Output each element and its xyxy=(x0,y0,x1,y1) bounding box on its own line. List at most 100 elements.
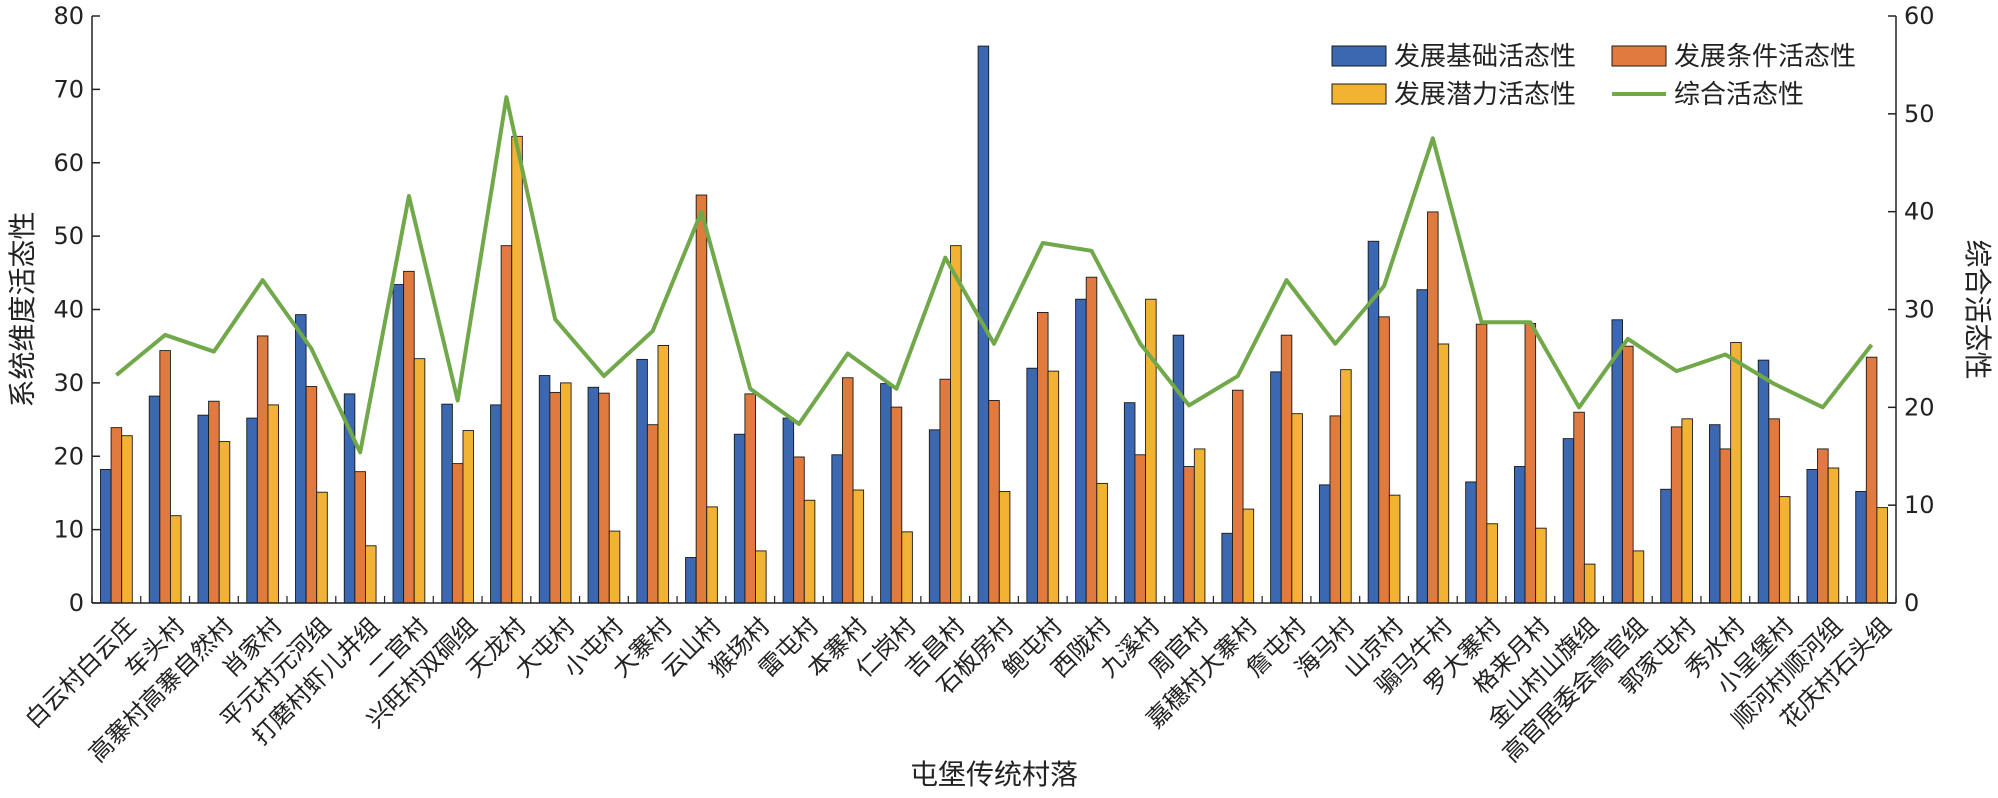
y-axis-title: 系统维度活态性 xyxy=(6,211,39,407)
legend-swatch xyxy=(1611,45,1667,67)
bar xyxy=(998,491,1011,604)
bar xyxy=(1730,342,1742,604)
bar xyxy=(1378,316,1390,604)
bar xyxy=(305,386,318,604)
y2-tick-label: 0 xyxy=(1904,589,1919,617)
bar xyxy=(831,454,843,604)
axis-titles: 屯堡传统村落 系统维度活态性 综合活态性 xyxy=(6,211,1994,791)
bar xyxy=(1632,550,1645,604)
bar xyxy=(1318,484,1331,604)
legend-label: 发展基础活态性 xyxy=(1394,42,1576,72)
bar-group xyxy=(100,45,1888,604)
y-tick-label: 0 xyxy=(69,589,84,617)
bar xyxy=(587,386,600,604)
bar xyxy=(1232,389,1244,604)
bar xyxy=(511,135,523,604)
y-tick-label: 50 xyxy=(53,222,84,250)
bar xyxy=(1855,491,1867,604)
y-tick-label: 70 xyxy=(53,75,84,103)
bar xyxy=(549,391,561,604)
bar xyxy=(1524,322,1537,604)
bar xyxy=(208,400,220,604)
bar xyxy=(148,395,161,604)
bar xyxy=(657,345,670,604)
bar xyxy=(218,441,231,604)
bar xyxy=(316,491,328,604)
bar xyxy=(267,404,280,604)
y2-tick-label: 10 xyxy=(1904,491,1935,519)
bar xyxy=(1583,563,1596,604)
bar xyxy=(950,245,962,604)
line-group xyxy=(115,95,1874,455)
bar xyxy=(901,531,913,604)
bar xyxy=(1475,323,1488,604)
bar xyxy=(1876,507,1888,604)
bar xyxy=(1123,402,1136,604)
bar xyxy=(490,404,502,604)
bar xyxy=(1075,298,1087,604)
bar xyxy=(636,358,648,604)
bar xyxy=(1865,356,1878,604)
legend-label: 发展潜力活态性 xyxy=(1394,80,1576,110)
y-tick-label: 10 xyxy=(53,516,84,544)
x-axis-title: 屯堡传统村落 xyxy=(910,758,1078,791)
bar xyxy=(1513,466,1526,604)
bar xyxy=(1134,454,1147,604)
bar xyxy=(1026,367,1038,604)
y2-axis-title: 综合活态性 xyxy=(1961,239,1994,379)
bar xyxy=(744,393,756,604)
bar xyxy=(1172,334,1185,604)
bar xyxy=(354,471,366,604)
bar xyxy=(451,463,464,604)
y2-tick-label: 50 xyxy=(1904,100,1935,128)
bar xyxy=(1270,371,1282,604)
bar xyxy=(1562,438,1575,604)
y2-tick-label: 20 xyxy=(1904,393,1935,421)
y2-tick-label: 60 xyxy=(1904,2,1935,30)
bar xyxy=(1280,334,1293,604)
bar xyxy=(413,358,426,604)
bar xyxy=(928,429,941,604)
bar xyxy=(197,414,210,604)
bar xyxy=(441,403,453,604)
bar xyxy=(1047,370,1060,604)
bar xyxy=(685,557,697,604)
bar xyxy=(608,530,621,604)
bar xyxy=(733,433,746,604)
bar xyxy=(1827,467,1840,604)
bar xyxy=(295,314,307,604)
bar xyxy=(841,377,854,604)
bar xyxy=(1085,276,1098,604)
y-tick-label: 60 xyxy=(53,149,84,177)
bar xyxy=(1778,496,1791,604)
bar xyxy=(1340,369,1352,604)
bar xyxy=(1437,343,1450,604)
bar xyxy=(100,469,112,604)
bar xyxy=(1535,527,1547,604)
bar xyxy=(1465,481,1477,604)
y-tick-label: 80 xyxy=(53,2,84,30)
bar xyxy=(1427,211,1439,604)
legend-swatch xyxy=(1331,45,1387,67)
bar xyxy=(793,456,805,604)
bar xyxy=(1183,466,1195,604)
bar xyxy=(365,545,377,604)
bar xyxy=(1242,508,1255,604)
bar xyxy=(1416,289,1428,604)
ticks: 0 10 20 30 40 50 60 70 80 0 10 20 30 40 50 60 xyxy=(53,2,1934,617)
bar xyxy=(1708,424,1721,604)
bar xyxy=(1037,311,1049,604)
bar xyxy=(462,430,475,604)
bar xyxy=(1660,488,1672,604)
series-line xyxy=(115,95,1874,455)
legend-swatch xyxy=(1331,83,1387,105)
bar xyxy=(159,350,171,604)
bar xyxy=(1573,411,1585,604)
bar xyxy=(1388,494,1401,604)
bar xyxy=(1486,523,1498,604)
bar xyxy=(1145,298,1157,604)
y2-tick-label: 40 xyxy=(1904,198,1935,226)
legend-label: 综合活态性 xyxy=(1674,80,1804,110)
bar xyxy=(1622,345,1634,604)
bar xyxy=(1291,413,1303,604)
